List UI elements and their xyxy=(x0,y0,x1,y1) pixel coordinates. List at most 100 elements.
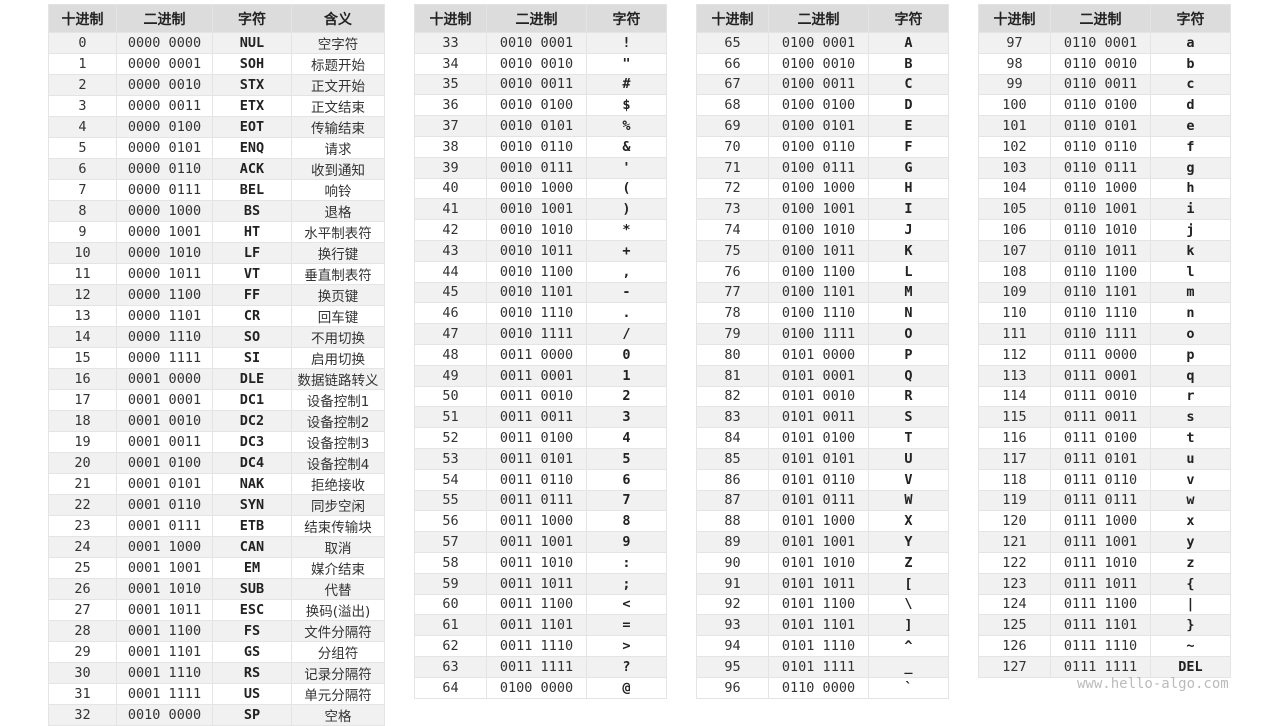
table-row: 74 0100 1010 J xyxy=(696,219,949,241)
binary-cell: 0110 0010 xyxy=(1050,52,1151,75)
header-binary: 二进制 xyxy=(116,4,213,33)
table-row: 67 0100 0011 C xyxy=(696,73,949,96)
decimal-cell: 120 xyxy=(978,510,1051,533)
decimal-cell: 24 xyxy=(48,536,117,558)
binary-cell: 0110 0100 xyxy=(1050,94,1151,117)
decimal-cell: 5 xyxy=(48,137,117,159)
binary-cell: 0110 0101 xyxy=(1050,115,1151,137)
decimal-cell: 66 xyxy=(696,52,769,75)
char-cell: d xyxy=(1150,94,1231,117)
char-cell: FS xyxy=(212,620,292,642)
binary-cell: 0000 1001 xyxy=(116,221,213,243)
char-cell: SUB xyxy=(212,578,292,600)
decimal-cell: 27 xyxy=(48,599,117,621)
table-row: 102 0110 0110 f xyxy=(978,135,1231,158)
char-cell: ? xyxy=(586,655,667,678)
decimal-cell: 111 xyxy=(978,323,1051,345)
header-meaning: 含义 xyxy=(291,4,385,33)
meaning-cell: 退格 xyxy=(291,200,385,222)
char-cell: W xyxy=(868,489,949,512)
table-row: 31 0001 1111 US 单元分隔符 xyxy=(48,683,385,705)
decimal-cell: 76 xyxy=(696,260,769,283)
decimal-cell: 25 xyxy=(48,557,117,579)
char-cell: } xyxy=(1150,614,1231,637)
binary-cell: 0111 0100 xyxy=(1050,427,1151,449)
char-cell: CR xyxy=(212,305,292,327)
decimal-cell: 45 xyxy=(414,281,487,304)
decimal-cell: 21 xyxy=(48,473,117,495)
char-cell: + xyxy=(586,239,667,262)
decimal-cell: 54 xyxy=(414,468,487,491)
binary-cell: 0001 1101 xyxy=(116,641,213,663)
binary-cell: 0100 1111 xyxy=(768,323,869,345)
table-row: 5 0000 0101 ENQ 请求 xyxy=(48,137,385,159)
decimal-cell: 81 xyxy=(696,364,769,387)
decimal-cell: 39 xyxy=(414,156,487,179)
decimal-cell: 79 xyxy=(696,323,769,345)
decimal-cell: 57 xyxy=(414,531,487,553)
char-cell: SO xyxy=(212,326,292,348)
table-row: 41 0010 1001) xyxy=(414,198,667,221)
header-decimal: 十进制 xyxy=(978,4,1051,33)
char-cell: e xyxy=(1150,115,1231,137)
decimal-cell: 62 xyxy=(414,635,487,657)
meaning-cell: 标题开始 xyxy=(291,53,385,75)
binary-cell: 0010 0000 xyxy=(116,704,213,726)
decimal-cell: 38 xyxy=(414,135,487,158)
char-cell: US xyxy=(212,683,292,705)
binary-cell: 0000 0100 xyxy=(116,116,213,138)
meaning-cell: 媒介结束 xyxy=(291,557,385,579)
table-row: 28 0001 1100 FS 文件分隔符 xyxy=(48,620,385,642)
char-cell: NAK xyxy=(212,473,292,495)
char-cell: . xyxy=(586,302,667,325)
header-char: 字符 xyxy=(586,4,667,33)
binary-cell: 0101 1101 xyxy=(768,614,869,637)
binary-cell: 0010 1011 xyxy=(486,239,587,262)
table-row: 80 0101 0000 P xyxy=(696,343,949,366)
table-row: 75 0100 1011 K xyxy=(696,239,949,262)
table-row: 15 0000 1111 SI 启用切换 xyxy=(48,347,385,369)
decimal-cell: 16 xyxy=(48,368,117,390)
binary-cell: 0001 1010 xyxy=(116,578,213,600)
meaning-cell: 空格 xyxy=(291,704,385,726)
meaning-cell: 换码(溢出) xyxy=(291,599,385,621)
decimal-cell: 99 xyxy=(978,73,1051,96)
meaning-cell: 换页键 xyxy=(291,284,385,306)
table-row: 27 0001 1011 ESC 换码(溢出) xyxy=(48,599,385,621)
table-row: 51 0011 0011 3 xyxy=(414,406,667,429)
decimal-cell: 104 xyxy=(978,177,1051,200)
char-cell: ` xyxy=(868,676,949,699)
binary-cell: 0010 1001 xyxy=(486,198,587,221)
meaning-cell: 传输结束 xyxy=(291,116,385,138)
table-row: 38 0010 0110 & xyxy=(414,135,667,158)
meaning-cell: 回车键 xyxy=(291,305,385,327)
binary-cell: 0111 1000 xyxy=(1050,510,1151,533)
char-cell: 4 xyxy=(586,427,667,449)
table-row: 90 0101 1010 Z xyxy=(696,551,949,574)
header-binary: 二进制 xyxy=(768,4,869,33)
decimal-cell: 28 xyxy=(48,620,117,642)
meaning-cell: 单元分隔符 xyxy=(291,683,385,705)
binary-cell: 0111 1101 xyxy=(1050,614,1151,637)
char-cell: B xyxy=(868,52,949,75)
char-cell: ] xyxy=(868,614,949,637)
binary-cell: 0001 1011 xyxy=(116,599,213,621)
table-row: 110 0110 1110 n xyxy=(978,302,1231,325)
char-cell: H xyxy=(868,177,949,200)
binary-cell: 0011 0000 xyxy=(486,343,587,366)
decimal-cell: 11 xyxy=(48,263,117,285)
decimal-cell: 119 xyxy=(978,489,1051,512)
meaning-cell: 正文结束 xyxy=(291,95,385,117)
char-cell: BS xyxy=(212,200,292,222)
decimal-cell: 15 xyxy=(48,347,117,369)
decimal-cell: 55 xyxy=(414,489,487,512)
decimal-cell: 86 xyxy=(696,468,769,491)
table-row: 46 0010 1110. xyxy=(414,302,667,325)
decimal-cell: 18 xyxy=(48,410,117,432)
char-cell: S xyxy=(868,406,949,429)
table-row: 36 0010 0100 $ xyxy=(414,94,667,117)
decimal-cell: 47 xyxy=(414,323,487,345)
binary-cell: 0011 0010 xyxy=(486,385,587,408)
char-cell: # xyxy=(586,73,667,96)
decimal-cell: 83 xyxy=(696,406,769,429)
